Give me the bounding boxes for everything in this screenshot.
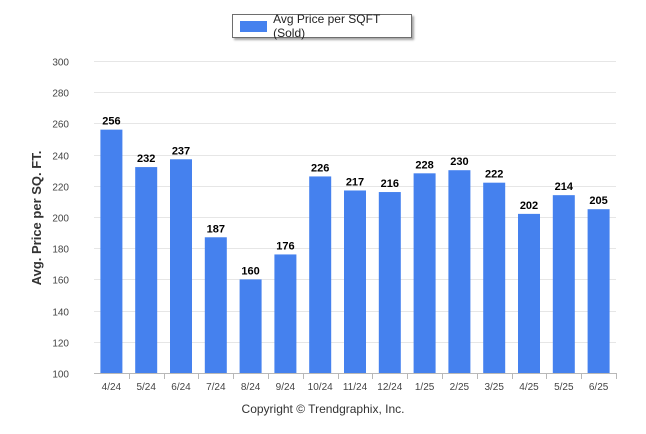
- legend[interactable]: Avg Price per SQFT (Sold): [232, 12, 412, 40]
- y-tick-label: 100: [52, 370, 69, 381]
- x-tick-label: 1/25: [415, 382, 435, 393]
- y-tick-label: 180: [52, 245, 69, 256]
- data-label: 232: [137, 153, 155, 165]
- x-tick-label: 7/24: [206, 382, 226, 393]
- data-label: 214: [555, 181, 574, 193]
- x-tick-label: 10/24: [308, 382, 333, 393]
- y-tick-label: 200: [52, 214, 69, 225]
- legend-swatch: [240, 20, 268, 32]
- bar[interactable]: [100, 129, 123, 373]
- data-label: 228: [415, 159, 433, 171]
- legend-label: Avg Price per SQFT (Sold): [273, 12, 381, 40]
- bar[interactable]: [483, 182, 506, 373]
- x-tick-label: 9/24: [276, 382, 296, 393]
- x-tick-label: 11/24: [343, 382, 368, 393]
- x-tick-label: 2/25: [450, 382, 470, 393]
- x-tick-label: 6/25: [589, 382, 609, 393]
- bar[interactable]: [170, 159, 192, 373]
- bar[interactable]: [239, 279, 262, 373]
- bar[interactable]: [309, 176, 332, 373]
- bars: [100, 129, 610, 373]
- bar[interactable]: [552, 195, 575, 373]
- bar[interactable]: [378, 192, 401, 373]
- bar[interactable]: [135, 167, 158, 373]
- bar[interactable]: [413, 173, 436, 373]
- x-tick-label: 6/24: [171, 382, 191, 393]
- data-labels: 256 232 237 187 160 176 226 217 216 228 230 222 202 2…: [102, 116, 608, 278]
- y-axis-title: Avg. Price per SQ. FT.: [29, 151, 44, 286]
- x-tick-label: 4/24: [102, 382, 122, 393]
- data-label: 226: [311, 162, 329, 174]
- y-tick-label: 300: [52, 58, 69, 69]
- bar[interactable]: [587, 209, 610, 373]
- data-label: 217: [346, 176, 364, 188]
- y-tick-label: 260: [52, 120, 69, 131]
- bar[interactable]: [448, 170, 471, 373]
- bar[interactable]: [274, 254, 297, 373]
- y-tick-label: 120: [52, 339, 69, 350]
- copyright-text: Copyright © Trendgraphix, Inc.: [241, 402, 405, 416]
- y-tick-label: 240: [52, 152, 69, 163]
- bar[interactable]: [204, 237, 227, 373]
- bar[interactable]: [344, 190, 366, 373]
- data-label: 216: [381, 178, 399, 190]
- y-tick-label: 140: [52, 308, 69, 319]
- data-label: 205: [589, 195, 607, 207]
- data-label: 230: [450, 156, 468, 168]
- data-label: 176: [276, 240, 294, 252]
- x-tick-label: 3/25: [484, 382, 504, 393]
- x-tick-label: 12/24: [377, 382, 402, 393]
- bar[interactable]: [518, 213, 540, 373]
- x-tick-label: 5/25: [554, 382, 574, 393]
- data-label: 202: [520, 200, 538, 212]
- y-tick-label: 160: [52, 276, 69, 287]
- data-label: 237: [172, 145, 190, 157]
- y-tick-label: 280: [52, 89, 69, 100]
- data-label: 187: [207, 223, 225, 235]
- x-tick-label: 4/25: [519, 382, 539, 393]
- x-axis-ticks: 4/24 5/24 6/24 7/24 8/24 9/24 10/24 11/24 12/24 1…: [102, 373, 617, 393]
- y-tick-label: 220: [52, 183, 69, 194]
- y-axis-ticks: 100 120 140 160 180 200 220 240 260 280 300: [52, 58, 69, 381]
- data-label: 222: [485, 169, 503, 181]
- data-label: 160: [241, 265, 259, 277]
- x-tick-label: 8/24: [241, 382, 261, 393]
- x-tick-label: 5/24: [136, 382, 156, 393]
- data-label: 256: [102, 116, 120, 128]
